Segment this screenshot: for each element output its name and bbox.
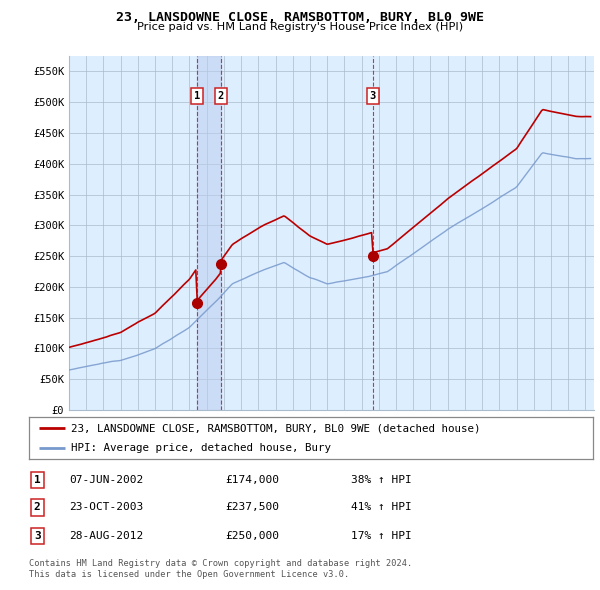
Text: 38% ↑ HPI: 38% ↑ HPI (351, 475, 412, 484)
Text: 23-OCT-2003: 23-OCT-2003 (69, 503, 143, 512)
Text: 17% ↑ HPI: 17% ↑ HPI (351, 531, 412, 540)
Text: 28-AUG-2012: 28-AUG-2012 (69, 531, 143, 540)
Text: 23, LANSDOWNE CLOSE, RAMSBOTTOM, BURY, BL0 9WE: 23, LANSDOWNE CLOSE, RAMSBOTTOM, BURY, B… (116, 11, 484, 24)
Text: £250,000: £250,000 (225, 531, 279, 540)
Text: This data is licensed under the Open Government Licence v3.0.: This data is licensed under the Open Gov… (29, 571, 349, 579)
Text: 07-JUN-2002: 07-JUN-2002 (69, 475, 143, 484)
Text: 1: 1 (194, 91, 200, 101)
Text: HPI: Average price, detached house, Bury: HPI: Average price, detached house, Bury (71, 444, 331, 453)
Text: 2: 2 (34, 503, 41, 512)
Text: Price paid vs. HM Land Registry's House Price Index (HPI): Price paid vs. HM Land Registry's House … (137, 22, 463, 32)
Text: 3: 3 (34, 531, 41, 540)
Text: 1: 1 (34, 475, 41, 484)
Text: £237,500: £237,500 (225, 503, 279, 512)
Text: 41% ↑ HPI: 41% ↑ HPI (351, 503, 412, 512)
Bar (197, 56, 221, 410)
Text: 23, LANSDOWNE CLOSE, RAMSBOTTOM, BURY, BL0 9WE (detached house): 23, LANSDOWNE CLOSE, RAMSBOTTOM, BURY, B… (71, 424, 481, 434)
Text: 2: 2 (218, 91, 224, 101)
Text: Contains HM Land Registry data © Crown copyright and database right 2024.: Contains HM Land Registry data © Crown c… (29, 559, 412, 568)
Text: £174,000: £174,000 (225, 475, 279, 484)
Text: 3: 3 (370, 91, 376, 101)
